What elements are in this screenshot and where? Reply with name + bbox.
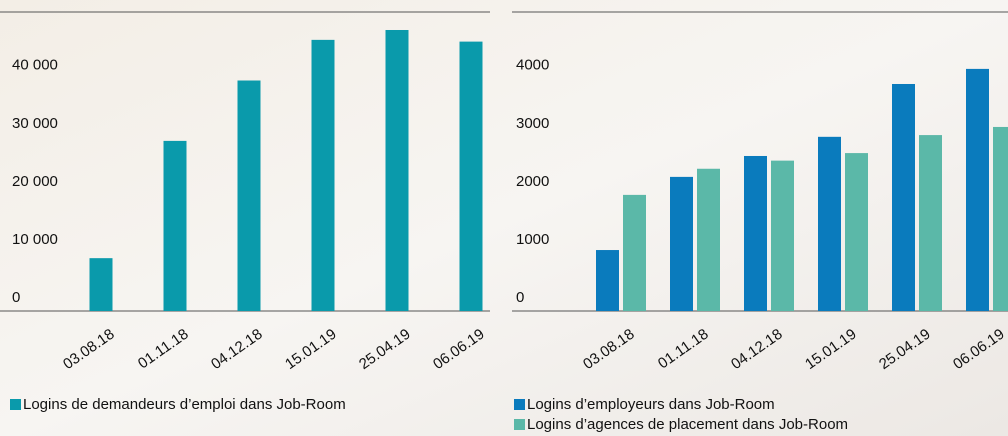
bar [966,69,989,311]
y-tick-label: 4000 [516,57,549,74]
legend-label: Logins d’agences de placement dans Job-R… [527,416,848,433]
bar [892,84,915,311]
y-tick-label: 3000 [516,115,549,132]
legend-swatch [10,399,21,410]
bar [238,81,261,311]
bar [596,250,619,311]
bar [919,135,942,311]
bar [164,141,187,311]
y-tick-label: 0 [516,289,524,306]
bar [744,156,767,311]
bar [697,169,720,311]
bar [845,153,868,311]
bar [460,42,483,311]
y-tick-label: 30 000 [12,115,58,132]
legend-swatch [514,399,525,410]
bar [386,30,409,311]
bar [993,127,1008,311]
bar [312,40,335,311]
y-tick-label: 10 000 [12,231,58,248]
chart: 010 00020 00030 00040 00003.08.1801.11.1… [0,0,1008,436]
legend-swatch [514,419,525,430]
bar [670,177,693,311]
y-tick-label: 0 [12,289,20,306]
legend-label: Logins de demandeurs d’emploi dans Job-R… [23,396,346,413]
legend-label: Logins d’employeurs dans Job-Room [527,396,775,413]
y-tick-label: 2000 [516,173,549,190]
y-tick-label: 1000 [516,231,549,248]
bar [90,258,113,311]
y-tick-label: 20 000 [12,173,58,190]
y-tick-label: 40 000 [12,57,58,74]
bar [771,161,794,311]
bar [818,137,841,311]
bar [623,195,646,311]
